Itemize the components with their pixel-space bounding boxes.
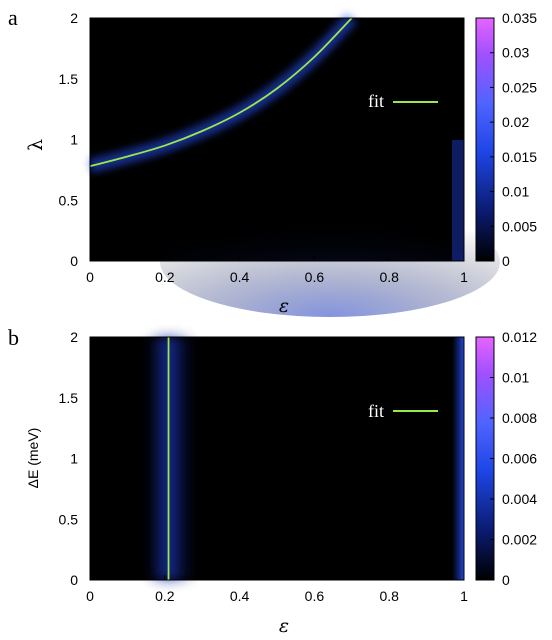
colorbar-tick-label: 0.01	[502, 370, 529, 386]
panel-a-fit-line	[89, 17, 353, 168]
colorbar-tick-label: 0.004	[502, 491, 537, 507]
panel-a: a 0 0.2 0.4 0.6 0.8 1 0 0.5 1 1.5 2 ε λ fit 0 0.00…	[8, 5, 537, 317]
panel-b-x-label: ε	[279, 615, 289, 637]
x-tick-label: 1	[460, 269, 468, 285]
colorbar-tick-label: 0.035	[502, 10, 537, 26]
y-tick-label: 0	[70, 572, 78, 588]
panel-a-x-ticks: 0 0.2 0.4 0.6 0.8 1	[86, 256, 468, 285]
panel-a-legend-label: fit	[368, 91, 384, 111]
panel-b-letter: b	[8, 325, 19, 350]
panel-a-right-edge-glow	[452, 140, 464, 261]
x-tick-label: 0.2	[155, 269, 175, 285]
x-tick-label: 0.2	[155, 588, 175, 604]
panel-b: b 0 0.2 0.4 0.6 0.8 1 0 0.5 1 1.5 2 ε ΔE (meV) fi…	[8, 325, 537, 637]
x-tick-label: 0	[86, 588, 94, 604]
colorbar-tick-label: 0.01	[502, 184, 529, 200]
panel-b-legend: fit	[368, 401, 438, 421]
x-tick-label: 0.4	[230, 588, 250, 604]
colorbar-tick-label: 0.015	[502, 149, 537, 165]
colorbar-tick-label: 0.008	[502, 410, 537, 426]
panel-a-x-label: ε	[279, 295, 289, 317]
panel-b-right-edge-glow	[452, 337, 464, 580]
y-tick-label: 0.5	[59, 511, 79, 527]
panel-a-letter: a	[8, 5, 18, 30]
colorbar-tick-label: 0.006	[502, 451, 537, 467]
y-tick-label: 2	[70, 10, 78, 26]
y-tick-label: 0	[70, 253, 78, 269]
colorbar-tick-label: 0.03	[502, 45, 529, 61]
x-tick-label: 0	[86, 269, 94, 285]
y-tick-label: 1	[70, 451, 78, 467]
panel-a-colorbar-ticks: 0 0.005 0.01 0.015 0.02 0.025 0.03 0.035	[490, 10, 537, 269]
panel-b-y-label: ΔE (meV)	[25, 428, 41, 489]
colorbar-tick-label: 0	[502, 572, 510, 588]
colorbar-tick-label: 0.025	[502, 79, 537, 95]
panel-a-colorbar	[475, 17, 495, 262]
panel-b-plot-area	[90, 337, 464, 580]
panel-b-y-ticks: 0 0.5 1 1.5 2	[59, 329, 95, 588]
y-tick-label: 0.5	[59, 192, 79, 208]
x-tick-label: 0.6	[305, 269, 325, 285]
colorbar-tick-label: 0	[502, 253, 510, 269]
panel-a-y-ticks: 0 0.5 1 1.5 2	[59, 10, 95, 269]
panel-a-y-label: λ	[25, 139, 47, 151]
panel-b-legend-label: fit	[368, 401, 384, 421]
y-tick-label: 1.5	[59, 71, 79, 87]
colorbar-tick-label: 0.02	[502, 114, 529, 130]
x-tick-label: 0.6	[305, 588, 325, 604]
y-tick-label: 1.5	[59, 390, 79, 406]
x-tick-label: 0.4	[230, 269, 250, 285]
x-tick-label: 1	[460, 588, 468, 604]
panel-a-spectral-glow	[160, 207, 500, 317]
x-tick-label: 0.8	[379, 269, 399, 285]
x-tick-label: 0.8	[379, 588, 399, 604]
y-tick-label: 2	[70, 329, 78, 345]
panel-b-colorbar-ticks: 0 0.002 0.004 0.006 0.008 0.01 0.012	[490, 329, 537, 588]
colorbar-tick-label: 0.012	[502, 329, 537, 345]
panel-b-x-ticks: 0 0.2 0.4 0.6 0.8 1	[86, 575, 468, 604]
y-tick-label: 1	[70, 132, 78, 148]
colorbar-tick-label: 0.002	[502, 532, 537, 548]
panel-a-legend: fit	[368, 91, 438, 111]
colorbar-tick-label: 0.005	[502, 218, 537, 234]
